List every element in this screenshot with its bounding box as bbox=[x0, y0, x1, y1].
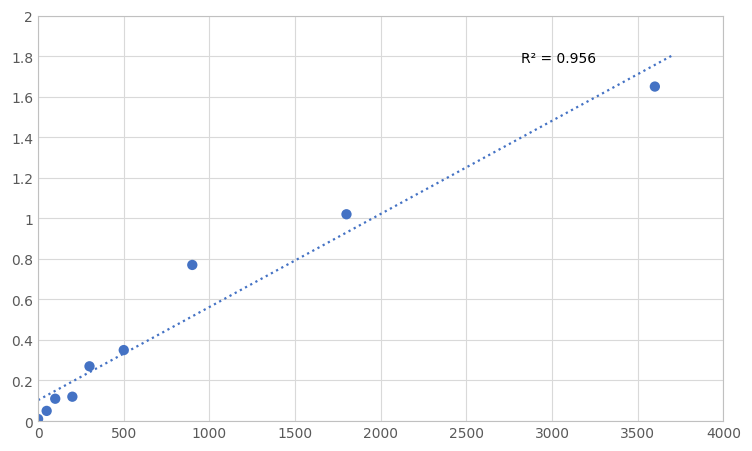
Point bbox=[649, 84, 661, 91]
Point bbox=[83, 363, 96, 370]
Point bbox=[341, 211, 353, 218]
Point bbox=[32, 415, 44, 423]
Point bbox=[49, 395, 61, 402]
Point bbox=[186, 262, 199, 269]
Point bbox=[41, 407, 53, 414]
Point bbox=[66, 393, 78, 400]
Point bbox=[118, 347, 130, 354]
Text: R² = 0.956: R² = 0.956 bbox=[521, 52, 596, 66]
